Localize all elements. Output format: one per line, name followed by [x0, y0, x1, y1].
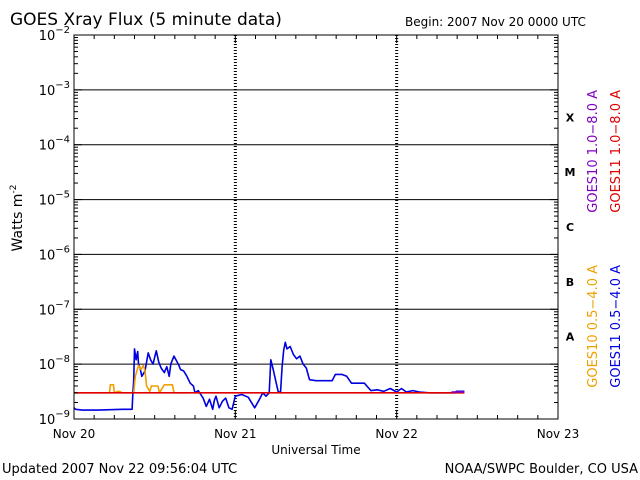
legend-entry: GOES11 1.0−8.0 A: [609, 90, 624, 213]
y-tick-label: 10−4: [39, 135, 70, 154]
y-tick-label: 10−3: [39, 80, 70, 99]
y-tick-base: 10: [39, 303, 56, 318]
y-axis-label-text: Watts m: [10, 194, 26, 252]
y-tick-base: 10: [39, 413, 56, 428]
y-tick-base: 10: [39, 248, 56, 263]
y-tick-base: 10: [39, 194, 56, 209]
flare-class-label: X: [566, 111, 575, 124]
y-tick-label: 10−5: [39, 190, 70, 209]
y-tick-base: 10: [39, 84, 56, 99]
flare-class-label: M: [565, 166, 576, 179]
y-tick-exponent: −7: [55, 299, 70, 310]
y-axis-label-group: Watts m-2: [9, 185, 26, 252]
y-tick-base: 10: [39, 29, 56, 44]
chart-title: GOES Xray Flux (5 minute data): [10, 10, 282, 30]
legend-entry: GOES10 0.5−4.0 A: [586, 265, 601, 388]
y-tick-label: 10−8: [39, 354, 70, 373]
x-tick-label: Nov 21: [214, 427, 257, 441]
y-tick-label: 10−9: [39, 409, 70, 428]
legend-layer: GOES10 1.0−8.0 A GOES11 1.0−8.0 A GOES10 0…: [586, 90, 624, 388]
legend-entry: GOES10 1.0−8.0 A: [586, 90, 601, 213]
flare-class-layer: X M C B A: [565, 111, 576, 343]
y-tick-base: 10: [39, 139, 56, 154]
series-layer: [73, 341, 465, 411]
y-tick-exponent: −6: [55, 244, 70, 255]
y-tick-exponent: −3: [55, 80, 70, 91]
y-tick-label: 10−2: [39, 25, 70, 44]
y-tick-exponent: −9: [55, 409, 70, 420]
legend-entry: GOES11 0.5−4.0 A: [609, 265, 624, 388]
x-tick-label: Nov 20: [53, 427, 96, 441]
axis-layer: [73, 34, 559, 420]
y-tick-label: 10−6: [39, 244, 70, 263]
y-tick-label: 10−7: [39, 299, 70, 318]
footer-source: NOAA/SWPC Boulder, CO USA: [445, 462, 638, 477]
flare-class-label: A: [566, 331, 575, 344]
y-tick-exponent: −2: [55, 25, 70, 36]
y-axis-label: Watts m-2: [9, 185, 26, 252]
x-tick-label: Nov 22: [375, 427, 418, 441]
x-tick-label: Nov 23: [537, 427, 580, 441]
footer-updated: Updated 2007 Nov 22 09:56:04 UTC: [2, 462, 237, 477]
y-tick-base: 10: [39, 358, 56, 373]
flare-class-label: B: [566, 276, 574, 289]
series-line-0: [73, 341, 465, 411]
y-axis-label-exponent: -2: [9, 185, 19, 194]
y-tick-exponent: −5: [55, 190, 70, 201]
y-tick-exponent: −8: [55, 354, 70, 365]
x-axis-label: Universal Time: [271, 443, 360, 457]
grid-layer: [74, 35, 558, 419]
y-tick-exponent: −4: [55, 135, 70, 146]
series-line-1: [74, 364, 187, 394]
flare-class-label: C: [566, 221, 574, 234]
begin-label: Begin: 2007 Nov 20 0000 UTC: [405, 15, 586, 29]
